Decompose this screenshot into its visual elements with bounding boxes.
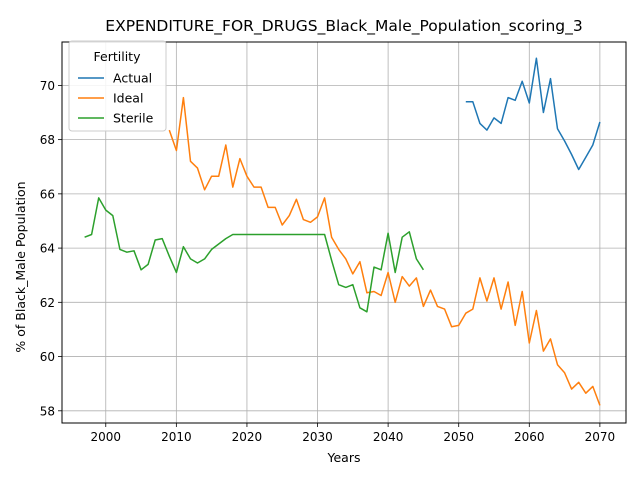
- x-tick-label: 2000: [90, 430, 121, 444]
- series-line-ideal: [168, 96, 601, 406]
- series-lines: [84, 57, 601, 406]
- legend-box: [68, 40, 167, 132]
- y-tick-label: 70: [40, 79, 55, 93]
- series-line-sterile: [84, 197, 425, 313]
- plot-area: [61, 41, 627, 424]
- legend-label-actual: Actual: [113, 71, 152, 86]
- legend-entries: Actual Ideal Sterile: [78, 71, 154, 126]
- y-tick-label: 64: [40, 242, 55, 256]
- y-tick-label: 66: [40, 187, 55, 201]
- x-tick-label: 2010: [161, 430, 192, 444]
- x-tick-label: 2060: [514, 430, 545, 444]
- chart-title: EXPENDITURE_FOR_DRUGS_Black_Male_Populat…: [105, 17, 582, 36]
- x-tick-label: 2030: [302, 430, 333, 444]
- legend: Fertility Actual Ideal Sterile: [68, 40, 167, 132]
- y-tick-label: 58: [40, 404, 55, 418]
- x-tick-label: 2070: [585, 430, 616, 444]
- x-tick-label: 2020: [232, 430, 263, 444]
- series-line-actual: [465, 57, 601, 171]
- y-tick-label: 62: [40, 296, 55, 310]
- legend-title: Fertility: [94, 49, 142, 64]
- y-axis-label: % of Black_Male Population: [13, 181, 28, 352]
- legend-label-sterile: Sterile: [113, 111, 154, 126]
- x-tick-label: 2040: [373, 430, 404, 444]
- y-axis-ticks: 58 60 62 64 66 68 70: [40, 79, 62, 418]
- legend-label-ideal: Ideal: [113, 91, 143, 106]
- y-tick-label: 60: [40, 350, 55, 364]
- axes-frame: [61, 41, 627, 424]
- x-tick-label: 2050: [443, 430, 474, 444]
- x-axis-label: Years: [327, 450, 361, 465]
- x-axis-ticks: 2000 2010 2020 2030 2040 2050 2060 2070: [90, 423, 615, 444]
- grid-lines: [62, 42, 626, 423]
- y-tick-label: 68: [40, 133, 55, 147]
